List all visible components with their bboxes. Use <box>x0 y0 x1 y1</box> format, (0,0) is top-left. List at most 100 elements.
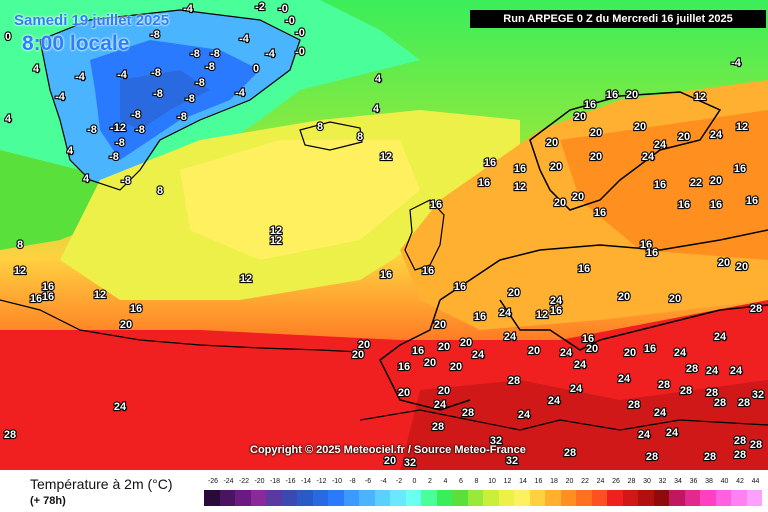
coastline-iceland <box>299 121 363 151</box>
temperature-value: 20 <box>450 361 462 373</box>
temperature-value: 22 <box>690 177 702 189</box>
legend-swatch <box>607 490 623 506</box>
temperature-value: 24 <box>548 395 561 407</box>
legend-swatch <box>204 490 220 506</box>
temperature-value: 20 <box>120 319 132 331</box>
legend-tick: -26 <box>207 478 219 485</box>
temperature-value: 32 <box>404 457 416 469</box>
temperature-value: 20 <box>438 385 450 397</box>
temperature-value: 16 <box>484 157 496 169</box>
temperature-value: -8 <box>195 77 205 89</box>
temperature-value: -4 <box>75 71 86 83</box>
legend-swatch <box>715 490 731 506</box>
legend-swatch <box>405 490 421 506</box>
temperature-value: 12 <box>94 289 106 301</box>
temperature-value: -8 <box>190 48 200 60</box>
legend-swatch <box>560 490 576 506</box>
legend-swatch <box>576 490 592 506</box>
temperature-value: 28 <box>750 439 762 451</box>
legend-swatch <box>700 490 716 506</box>
temperature-value: 4 <box>5 113 12 125</box>
legend-tick: 36 <box>689 478 698 485</box>
temperature-value: -8 <box>150 29 160 41</box>
map-canvas: -4 -2 -0-00 -8 -4 -0-8 -8 -4 -04 -4 -8 -8 0-4 -8-8 -4-… <box>0 0 768 470</box>
temperature-value: 24 <box>560 347 573 359</box>
legend-swatch <box>328 490 344 506</box>
temperature-value: 20 <box>554 197 566 209</box>
temperature-value: 16 <box>398 361 410 373</box>
temperature-value: 24 <box>499 307 512 319</box>
temperature-value: 20 <box>718 257 730 269</box>
temperature-value: 24 <box>570 383 583 395</box>
temperature-value: 20 <box>572 191 584 203</box>
temperature-value: 16 <box>640 239 652 251</box>
temperature-value: -4 <box>235 87 246 99</box>
coastline-americas <box>0 299 361 353</box>
temperature-value: 20 <box>590 127 602 139</box>
legend-tick: 10 <box>488 478 496 485</box>
coastline-britain <box>404 199 445 271</box>
legend-swatch <box>746 490 762 506</box>
temperature-value: 28 <box>734 435 746 447</box>
temperature-value: 28 <box>734 449 746 461</box>
legend-swatch <box>250 490 266 506</box>
temperature-value: 4 <box>33 63 40 75</box>
temperature-value: 20 <box>546 137 558 149</box>
temperature-value: 20 <box>626 89 638 101</box>
temperature-value: 0 <box>5 31 11 43</box>
temperature-value: 28 <box>432 421 444 433</box>
legend-swatch <box>591 490 607 506</box>
legend-tick: -24 <box>223 478 234 485</box>
temperature-value: 12 <box>736 121 748 133</box>
dark-orange-east <box>560 110 768 260</box>
temperature-value: 28 <box>462 407 474 419</box>
legend-tick: 42 <box>736 478 744 485</box>
temperature-value: 28 <box>704 451 716 463</box>
temperature-value: -8 <box>210 48 220 60</box>
legend-tick: 26 <box>612 478 620 485</box>
temperature-value: -0 <box>295 46 305 58</box>
temperature-value: 16 <box>644 343 656 355</box>
temperature-value: 20 <box>618 291 630 303</box>
legend-tick: 16 <box>534 478 543 485</box>
temperature-value: 20 <box>528 345 540 357</box>
legend-swatch <box>622 490 638 506</box>
temperature-value: 16 <box>412 345 424 357</box>
legend-tick: -16 <box>285 478 296 485</box>
legend-tick: -14 <box>300 478 312 485</box>
greenland-core <box>120 70 210 130</box>
temperature-value: -12 <box>110 122 126 134</box>
temperature-value: 20 <box>624 347 636 359</box>
temperature-value: 28 <box>646 451 658 463</box>
temperature-value: 16 <box>478 177 490 189</box>
legend-swatch <box>374 490 390 506</box>
coastline-greenland <box>39 9 301 191</box>
temperature-value: 8 <box>317 121 323 133</box>
temperature-value: -8 <box>153 88 163 100</box>
temperature-value: 24 <box>710 129 723 141</box>
temperature-value: -0 <box>278 3 288 15</box>
legend-tick: 30 <box>643 478 651 485</box>
legend-swatch <box>281 490 297 506</box>
temperature-value: 12 <box>240 273 252 285</box>
temperature-value: -0 <box>295 27 305 39</box>
temperature-value: 24 <box>730 365 743 377</box>
green-ocean <box>0 150 160 250</box>
temperature-value: 24 <box>714 331 727 343</box>
legend-tick: -22 <box>238 478 250 485</box>
temperature-value: -8 <box>109 151 119 163</box>
temperature-value: 16 <box>430 199 442 211</box>
temperature-value: 16 <box>578 263 590 275</box>
temperature-value: -8 <box>177 111 187 123</box>
temperature-value: -0 <box>285 15 295 27</box>
pale-center <box>180 140 420 260</box>
parameter-title: Température à 2m (°C) <box>30 476 173 492</box>
legend-swatch <box>359 490 375 506</box>
temperature-value: 28 <box>4 429 16 441</box>
legend-tick: 2 <box>428 478 432 485</box>
temperature-value: 20 <box>590 151 602 163</box>
temperature-value: 12 <box>270 225 282 237</box>
temperature-value: 16 <box>422 265 434 277</box>
legend-swatch <box>638 490 654 506</box>
temperature-value: 8 <box>357 131 363 143</box>
